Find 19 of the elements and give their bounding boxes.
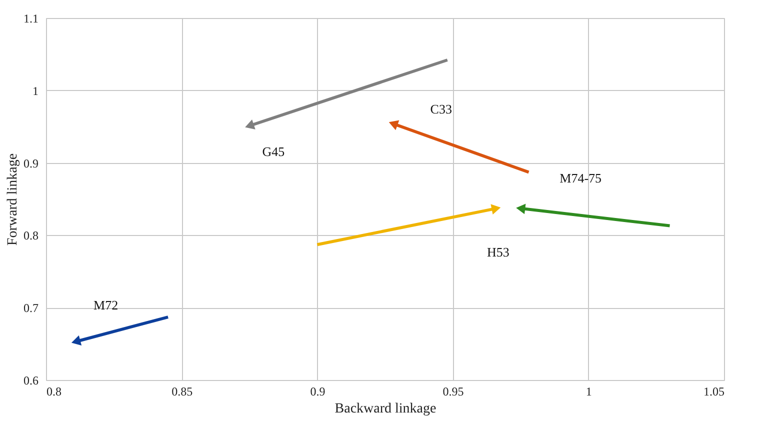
y-tick-label: 0.8 [24, 228, 38, 243]
y-tick-label: 1 [32, 84, 38, 98]
y-tick-label: 0.7 [24, 301, 38, 316]
x-tick-label: 1 [586, 384, 592, 398]
x-tick-label: 0.8 [46, 384, 62, 398]
text: H53 [486, 244, 510, 260]
x-tick-label: 1.05 [704, 384, 724, 398]
text: M74-75 [560, 170, 602, 186]
y-tick-label: 0.6 [24, 374, 38, 388]
x-tick-label: 0.9 [310, 384, 326, 398]
series-label: C33 [430, 102, 452, 117]
series-label: G45 [262, 144, 285, 159]
series-label: M72 [94, 298, 118, 313]
x-tick-label: 0.95 [442, 384, 464, 398]
y-axis-title: Forward linkage [6, 153, 20, 246]
x-axis-title: Backward linkage [334, 402, 436, 416]
x-tick-label: 0.85 [172, 384, 193, 398]
y-tick-label: 0.9 [24, 156, 38, 170]
y-tick-label: 1.1 [24, 12, 38, 26]
